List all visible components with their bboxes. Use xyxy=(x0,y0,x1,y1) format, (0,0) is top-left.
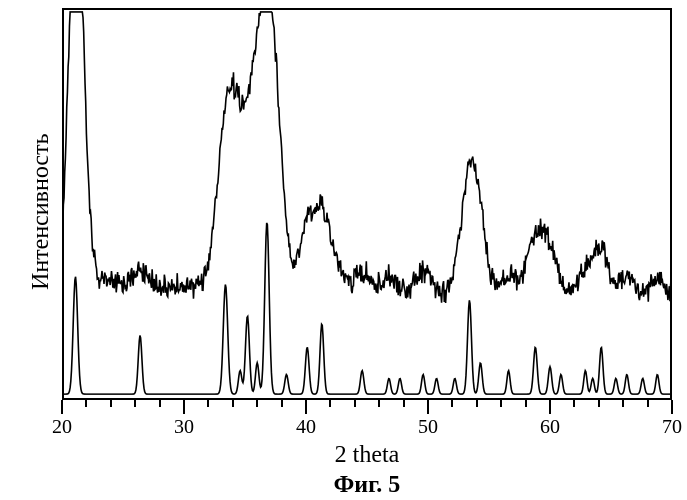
x-major-tick xyxy=(183,400,185,414)
x-minor-tick xyxy=(354,400,356,407)
x-minor-tick xyxy=(207,400,209,407)
x-minor-tick xyxy=(232,400,234,407)
x-tick-label: 50 xyxy=(408,416,448,439)
x-minor-tick xyxy=(500,400,502,407)
x-minor-tick xyxy=(159,400,161,407)
x-major-tick xyxy=(61,400,63,414)
x-tick-label: 20 xyxy=(42,416,82,439)
x-tick-label: 60 xyxy=(530,416,570,439)
x-minor-tick xyxy=(622,400,624,407)
xrd-plot-svg xyxy=(62,8,672,400)
x-major-tick xyxy=(671,400,673,414)
figure-container: Интенсивность 20 30 40 50 60 70 2 theta Фиг. … xyxy=(0,0,687,500)
x-minor-tick xyxy=(476,400,478,407)
x-major-tick xyxy=(305,400,307,414)
x-minor-tick xyxy=(134,400,136,407)
x-minor-tick xyxy=(110,400,112,407)
x-minor-tick xyxy=(378,400,380,407)
x-minor-tick xyxy=(647,400,649,407)
x-minor-tick xyxy=(598,400,600,407)
x-major-tick xyxy=(549,400,551,414)
x-tick-label: 40 xyxy=(286,416,326,439)
x-minor-tick xyxy=(85,400,87,407)
x-tick-label: 30 xyxy=(164,416,204,439)
x-tick-label: 70 xyxy=(652,416,687,439)
x-minor-tick xyxy=(451,400,453,407)
x-minor-tick xyxy=(403,400,405,407)
x-minor-tick xyxy=(256,400,258,407)
x-minor-tick xyxy=(329,400,331,407)
y-axis-label: Интенсивность xyxy=(28,134,55,291)
x-minor-tick xyxy=(573,400,575,407)
upper-xrd-trace xyxy=(62,12,672,303)
lower-reference-trace xyxy=(62,223,672,394)
x-major-tick xyxy=(427,400,429,414)
x-axis-label: 2 theta xyxy=(62,442,672,469)
x-minor-tick xyxy=(525,400,527,407)
x-minor-tick xyxy=(281,400,283,407)
figure-caption: Фиг. 5 xyxy=(62,472,672,499)
